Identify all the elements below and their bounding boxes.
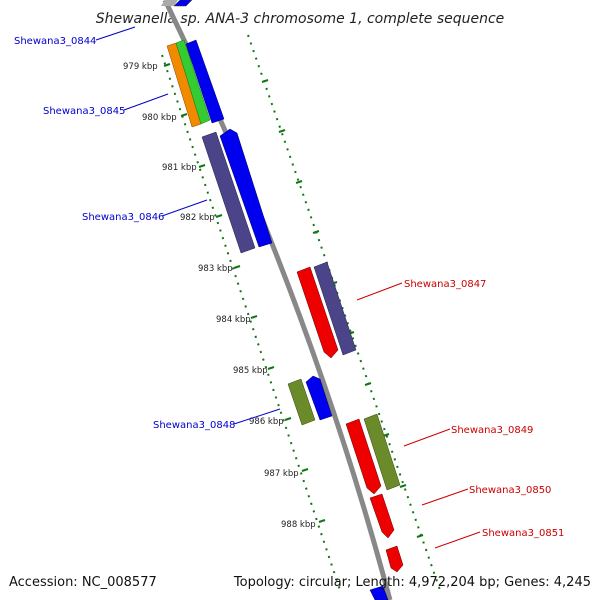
ruler-label: 981 kbp [162,163,197,173]
tick-mark [215,214,223,218]
gene-block-0847-red[interactable] [296,266,339,359]
ruler-label: 985 kbp [233,366,268,376]
leader-line-0848 [233,408,281,425]
leader-line-0845 [123,93,169,111]
ruler-label: 986 kbp [249,417,284,427]
gene-block-0844-cog[interactable] [161,0,178,6]
gene-block-0846-purple[interactable] [201,131,256,254]
leader-lines [95,26,481,549]
tick-mark [261,79,269,83]
leader-line-0850 [421,488,469,506]
tick-mark [250,315,258,319]
ruler-label: 983 kbp [198,264,233,274]
ruler-label: 982 kbp [180,213,215,223]
ruler-label: 987 kbp [264,469,299,479]
gene-block-0846-blue[interactable] [219,128,273,248]
tick-mark [295,180,303,184]
leader-line-0849 [403,428,451,447]
tick-mark [163,63,171,67]
gene-block-0844[interactable] [173,0,193,7]
tick-mark [267,366,275,370]
gene-label-0844[interactable]: Shewana3_0844 [14,36,96,47]
ruler-label: 984 kbp [216,315,251,325]
gene-label-0850[interactable]: Shewana3_0850 [469,485,551,496]
gene-block-0849-olive[interactable] [363,413,401,491]
tick-mark [198,164,206,168]
gene-block-0848-olive[interactable] [287,378,316,426]
gene-label-0848[interactable]: Shewana3_0848 [153,420,235,431]
tick-mark [284,417,292,421]
summary-text: Topology: circular; Length: 4,972,204 bp… [233,575,591,590]
leader-line-0844 [95,26,136,41]
gene-block-0851-red[interactable] [385,545,404,573]
tick-mark [180,113,188,117]
map-title: Shewanella sp. ANA-3 chromosome 1, compl… [96,11,505,27]
tick-mark [301,468,309,472]
leader-line-0851 [434,531,481,549]
tick-mark [416,534,424,538]
gene-block-0845-green[interactable] [175,39,211,125]
tick-mark [399,484,407,488]
tick-mark [278,129,286,133]
accession-text: Accession: NC_008577 [9,575,157,590]
gene-label-0845[interactable]: Shewana3_0845 [43,106,125,117]
gene-label-0846[interactable]: Shewana3_0846 [82,212,164,223]
tick-mark [233,265,241,269]
gene-label-0849[interactable]: Shewana3_0849 [451,425,533,436]
gene-block-0848-blue[interactable] [305,375,333,421]
gene-label-0851[interactable]: Shewana3_0851 [482,528,564,539]
inner-tick-marks [163,63,326,523]
ruler-label: 988 kbp [281,520,316,530]
tick-mark [364,382,372,386]
gene-block-0850-red[interactable] [369,493,395,539]
gene-label-0847[interactable]: Shewana3_0847 [404,279,486,290]
tick-mark [318,519,326,523]
leader-line-0846 [161,199,208,217]
gene-block-0847-purple[interactable] [313,261,357,356]
gene-block-0849-red[interactable] [345,418,382,495]
outer-tick-track [247,34,441,591]
gene-features [161,0,404,600]
ruler-label: 979 kbp [123,62,158,72]
inner-tick-track [161,54,341,591]
ruler-label: 980 kbp [142,113,177,123]
leader-line-0847 [356,282,403,301]
gene-block-0845-blue[interactable] [185,39,225,124]
tick-mark [312,230,320,234]
gene-block-bottom[interactable] [369,585,389,600]
